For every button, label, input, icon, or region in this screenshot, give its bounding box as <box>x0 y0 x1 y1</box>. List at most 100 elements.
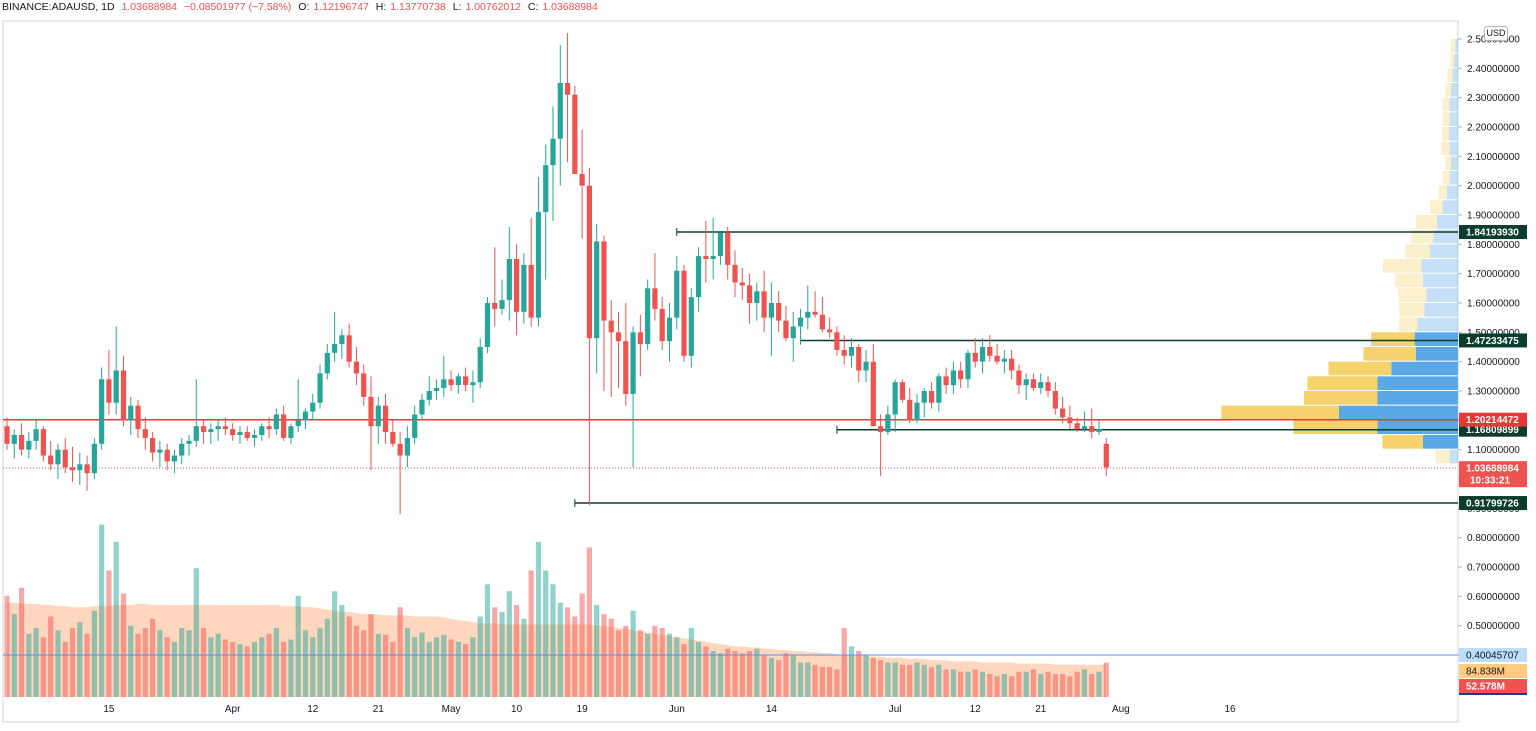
volume-bar <box>62 641 68 697</box>
candle-body <box>426 391 432 400</box>
volume-bar <box>1103 662 1109 697</box>
volume-bar <box>222 639 228 697</box>
volume-bar <box>1030 669 1037 697</box>
vp-down-bar <box>1363 347 1416 361</box>
vp-down-bar <box>1435 449 1450 464</box>
volume-bar <box>208 637 214 697</box>
price-tick-label: 2.40000000 <box>1467 64 1520 75</box>
candle-body <box>761 291 767 318</box>
vp-down-bar <box>1405 244 1430 258</box>
volume-bar <box>965 671 971 697</box>
price-tag <box>1459 225 1527 240</box>
volume-bar <box>914 662 920 697</box>
candle-body <box>135 405 141 430</box>
volume-bar <box>696 641 702 697</box>
candle-body <box>863 361 869 371</box>
candle-body <box>69 467 76 471</box>
candle-body <box>907 399 913 421</box>
candle-body <box>150 437 156 453</box>
candle-body <box>688 297 694 356</box>
vp-down-bar <box>1395 273 1423 288</box>
candle-body <box>1023 379 1029 386</box>
volume-bar <box>557 602 563 697</box>
symbol-name[interactable]: BINANCE:ADAUSD, 1D <box>2 1 115 13</box>
candle-body <box>215 426 221 430</box>
volume-bar <box>1052 674 1058 697</box>
candle-body <box>878 426 884 433</box>
price-axis[interactable]: 2.500000002.400000002.300000002.20000000… <box>1458 35 1520 662</box>
volume-bar <box>834 669 840 697</box>
volume-bar <box>77 622 83 697</box>
volume-bar <box>652 625 658 697</box>
candle-body <box>1089 426 1095 433</box>
candle-body <box>790 326 796 339</box>
candle-body <box>237 432 243 435</box>
volume-bar <box>870 657 876 697</box>
ma-level-tag-label: 0.40045707 <box>1466 651 1519 662</box>
candle-body <box>171 455 178 462</box>
volume-bar <box>878 660 884 697</box>
price-tick-label: 0.60000000 <box>1467 592 1520 603</box>
time-tick-label: Jun <box>669 704 685 715</box>
ma-level-tag <box>1459 648 1527 662</box>
volume-bar <box>623 625 629 697</box>
volume-bar <box>463 644 469 697</box>
time-tick-label: 21 <box>373 704 385 715</box>
volume-bar <box>907 664 913 697</box>
vp-down-bar <box>1382 435 1423 449</box>
vp-up-bar <box>1377 391 1458 405</box>
candle-body <box>601 241 607 321</box>
price-tag-label: 1.84193930 <box>1466 228 1519 239</box>
volume-bar <box>521 618 527 697</box>
vp-down-bar <box>1438 185 1447 200</box>
price-tick-label: 2.30000000 <box>1467 93 1520 104</box>
time-axis[interactable]: 15 Apr 12 21 May 10 19 Jun 14 Jul 12 21 Aug 16 <box>3 697 1458 715</box>
candle-body <box>99 379 105 444</box>
volume-bar <box>863 655 869 697</box>
volume-profile <box>1221 39 1458 464</box>
candle-body <box>834 332 840 350</box>
candle-body <box>397 443 403 456</box>
candle-body <box>827 329 833 333</box>
volume-bar <box>40 637 46 697</box>
volume-bar <box>353 625 360 697</box>
candle-body <box>448 379 454 386</box>
price-tag-label: 1.16809899 <box>1466 425 1519 436</box>
volume-bar <box>921 664 927 697</box>
candle-body <box>26 440 32 450</box>
volume-bar <box>11 614 17 697</box>
volume-bar <box>797 662 804 697</box>
vp-down-bar <box>1371 332 1415 346</box>
volume-bar <box>754 648 760 697</box>
vp-down-bar <box>1383 259 1422 273</box>
price-tick-label: 1.50000000 <box>1467 328 1520 339</box>
volume-bar <box>18 587 25 697</box>
candle-body <box>579 173 585 186</box>
volume-bar <box>827 667 833 697</box>
candle-body <box>375 405 381 427</box>
candle-body <box>281 414 287 438</box>
candle-body <box>572 94 578 174</box>
vp-up-bar <box>1449 112 1458 126</box>
volume-bar <box>48 616 54 697</box>
volume-bar <box>244 646 250 697</box>
volume-bar <box>812 664 818 697</box>
volume-bar <box>572 616 578 697</box>
volume-bar <box>295 595 301 697</box>
price-tag <box>1459 333 1527 348</box>
candle-body <box>841 349 847 356</box>
volume-bar <box>601 614 607 697</box>
volume-bar <box>128 625 134 697</box>
candle-body <box>848 347 855 356</box>
volume-bar <box>186 630 192 697</box>
currency-badge[interactable]: USD <box>1484 26 1508 41</box>
vp-up-bar <box>1416 347 1458 361</box>
candle-body <box>979 347 986 362</box>
candle-body <box>164 449 170 462</box>
candle-body <box>1009 358 1015 371</box>
candle-body <box>856 347 862 371</box>
candle-body <box>608 320 614 333</box>
candle-body <box>1096 429 1102 433</box>
vp-up-bar <box>1426 288 1458 302</box>
